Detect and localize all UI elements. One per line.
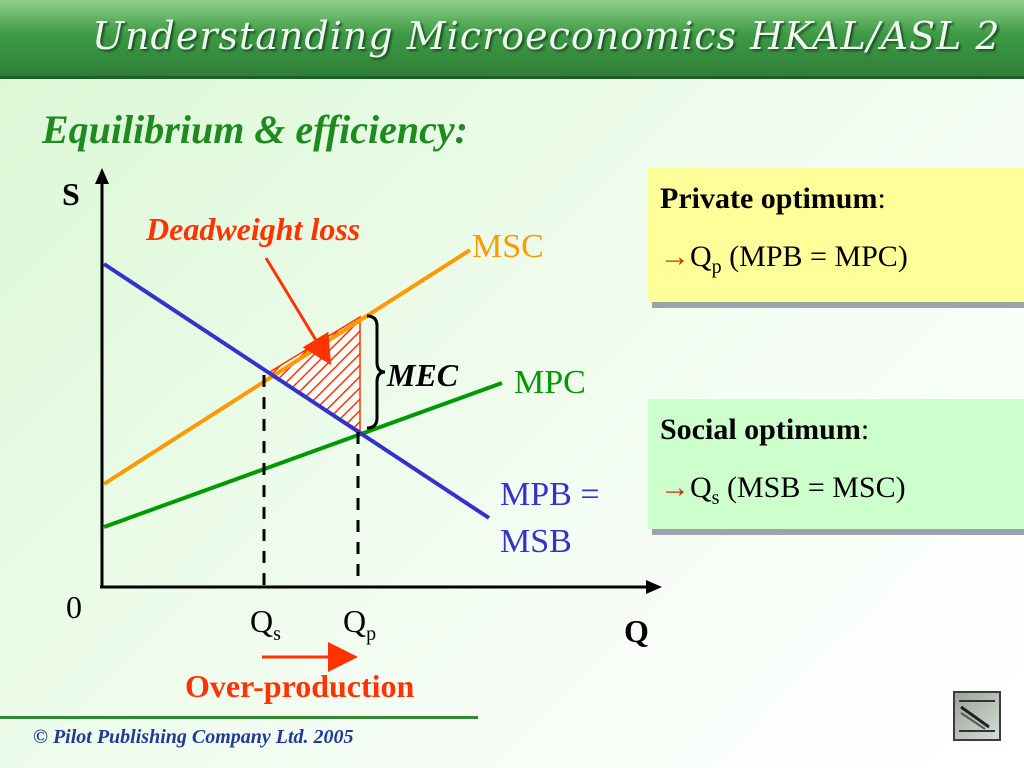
mec-brace [366, 314, 386, 430]
social-optimum-line: →Qs (MSB = MSC) [660, 471, 906, 509]
footer-divider [0, 716, 478, 719]
msc-label: MSC [472, 228, 544, 265]
nav-graphic-icon [959, 700, 995, 732]
qs-label: Qs [250, 603, 281, 645]
y-axis-arrow-icon [95, 168, 109, 184]
social-optimum-box: Social optimum: →Qs (MSB = MSC) [648, 399, 1024, 529]
copyright-footer: © Pilot Publishing Company Ltd. 2005 [33, 726, 354, 748]
slide-nav-icon[interactable] [953, 691, 1001, 741]
mpc-curve [103, 381, 503, 529]
mpb-msb-curve [102, 262, 491, 520]
social-optimum-heading: Social optimum: [660, 413, 870, 446]
slide-title: Equilibrium & efficiency: [42, 107, 468, 152]
private-optimum-heading: Private optimum: [660, 182, 886, 215]
x-axis-label: Q [624, 613, 649, 649]
private-optimum-box: Private optimum: →Qp (MPB = MPC) [648, 168, 1024, 302]
mpc-label: MPC [514, 364, 586, 401]
deadweight-loss-arrow [264, 257, 332, 366]
x-axis-arrow-icon [646, 580, 662, 594]
qp-label: Qp [343, 603, 376, 645]
mpb-msb-label-line2: MSB [500, 523, 572, 560]
mpb-msb-label-line1: MPB = [500, 476, 600, 513]
msc-curve [102, 248, 472, 486]
right-arrow-icon: → [660, 240, 690, 273]
y-axis-label: S [62, 176, 80, 212]
origin-label: 0 [66, 589, 82, 625]
title-banner: Understanding Microeconomics HKAL/ASL 2 [0, 0, 1024, 79]
mec-label: MEC [386, 357, 459, 393]
banner-title: Understanding Microeconomics HKAL/ASL 2 [92, 14, 1001, 58]
over-production-label: Over-production [185, 668, 415, 704]
right-arrow-icon: → [660, 471, 690, 504]
private-optimum-line: →Qp (MPB = MPC) [660, 240, 908, 278]
deadweight-loss-label: Deadweight loss [145, 211, 360, 247]
